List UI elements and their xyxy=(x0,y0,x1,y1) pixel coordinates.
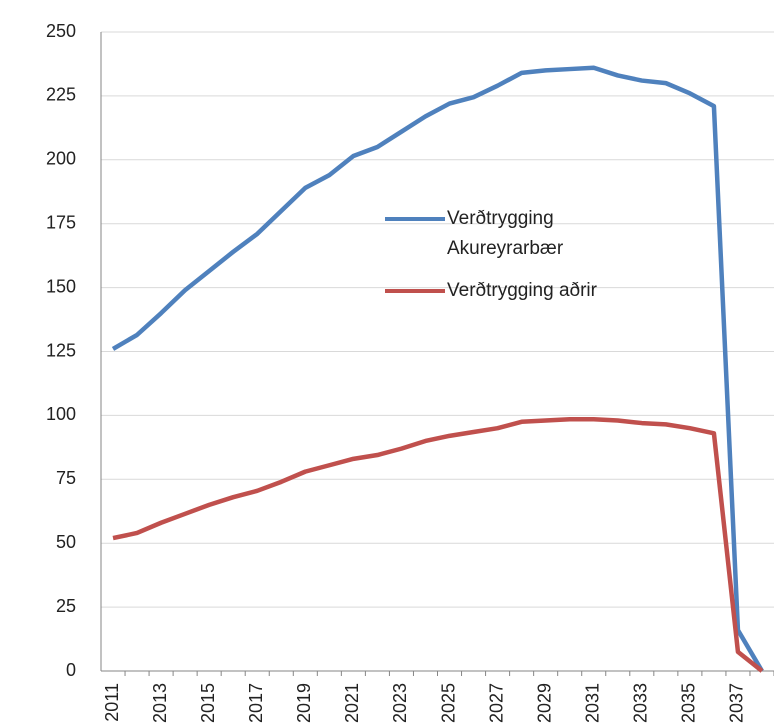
x-tick-label: 2019 xyxy=(294,683,314,723)
y-tick-label: 250 xyxy=(46,21,76,41)
y-tick-label: 200 xyxy=(46,149,76,169)
x-tick-label: 2035 xyxy=(679,683,699,723)
x-tick-label: 2021 xyxy=(342,683,362,723)
y-tick-label: 150 xyxy=(46,276,76,296)
series-line xyxy=(112,416,764,673)
legend-label: Verðtrygging Akureyrarbær xyxy=(447,208,564,259)
x-tick-label: 2027 xyxy=(486,683,506,723)
y-tick-label: 25 xyxy=(56,596,76,616)
x-tick-label: 2029 xyxy=(534,683,554,723)
y-tick-label: 175 xyxy=(46,212,76,232)
y-tick-label: 0 xyxy=(66,660,76,680)
series-line xyxy=(111,65,764,673)
y-tick-label: 125 xyxy=(46,340,76,360)
legend-swatch xyxy=(385,217,445,221)
legend-label: Verðtrygging aðrir xyxy=(447,280,597,301)
x-tick-label: 2033 xyxy=(631,683,651,723)
y-tick-label: 100 xyxy=(46,404,76,424)
x-tick-label: 2031 xyxy=(582,683,602,723)
y-tick-label: 50 xyxy=(56,532,76,552)
legend-entry: Verðtrygging aðrir xyxy=(385,276,632,306)
x-tick-label: 2017 xyxy=(246,683,266,723)
x-tick-label: 2037 xyxy=(727,683,747,723)
x-tick-label: 2023 xyxy=(390,683,410,723)
y-tick-label: 225 xyxy=(46,85,76,105)
x-tick-label: 2015 xyxy=(198,683,218,723)
legend-swatch xyxy=(385,289,445,293)
x-tick-label: 2011 xyxy=(102,683,122,722)
legend-entry: Verðtrygging Akureyrarbær xyxy=(385,204,632,264)
y-tick-label: 75 xyxy=(56,468,76,488)
x-tick-label: 2013 xyxy=(150,683,170,723)
legend: Verðtrygging Akureyrarbær Verðtrygging að… xyxy=(385,204,632,318)
x-tick-label: 2025 xyxy=(438,683,458,723)
